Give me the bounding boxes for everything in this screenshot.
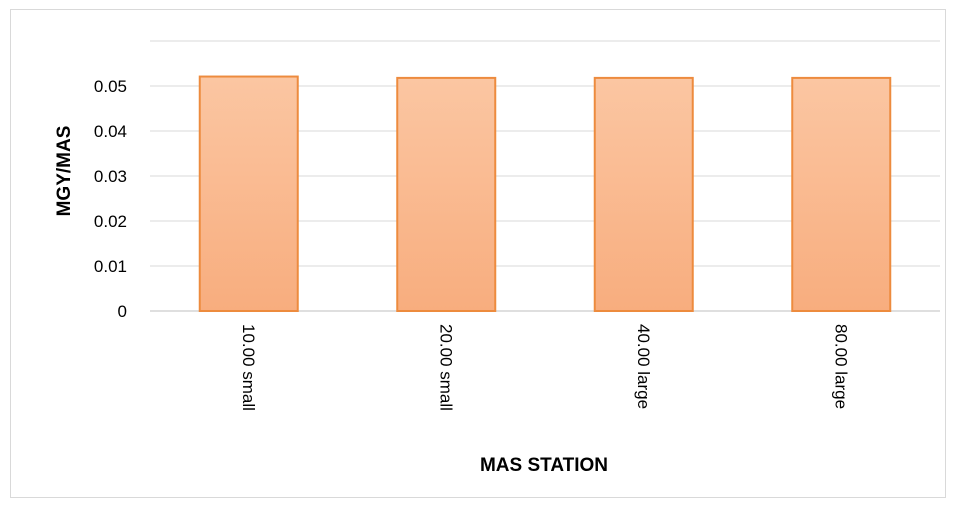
x-tick-label: 40.00 large (634, 324, 653, 409)
bar-2 (396, 76, 497, 313)
y-tick-label: 0.03 (94, 167, 127, 186)
y-tick-label: 0 (118, 302, 127, 321)
y-tick-label: 0.04 (94, 122, 127, 141)
x-axis-title: MAS STATION (480, 455, 608, 476)
x-axis-ticks: 10.00 small 20.00 small 40.00 large 80.00 l… (239, 324, 851, 411)
x-tick-label: 10.00 small (239, 324, 258, 411)
x-tick-label: 80.00 large (831, 324, 850, 409)
bar-1 (198, 75, 299, 312)
y-tick-label: 0.05 (94, 77, 127, 96)
bar-4 (791, 76, 892, 313)
x-tick-label: 20.00 small (436, 324, 455, 411)
bars (198, 75, 892, 313)
y-tick-label: 0.01 (94, 257, 127, 276)
y-axis-ticks: 0 0.01 0.02 0.03 0.04 0.05 (94, 77, 127, 321)
y-axis-title: MGY/MAS (54, 126, 75, 217)
bar-3 (593, 76, 694, 313)
y-tick-label: 0.02 (94, 212, 127, 231)
